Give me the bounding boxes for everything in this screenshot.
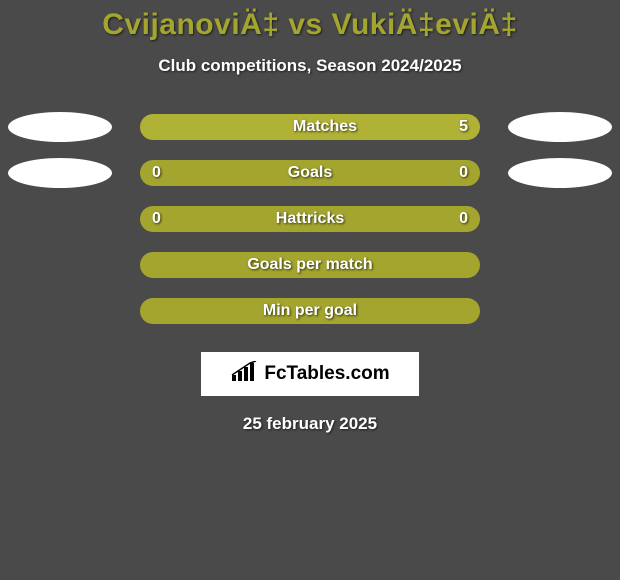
- stat-right-value: 5: [459, 118, 468, 136]
- player-ellipse-right: [508, 158, 612, 188]
- stat-row: 0 Goals 0: [0, 160, 620, 186]
- stat-right-value: 0: [459, 164, 468, 182]
- stat-bar: Matches 5: [140, 114, 480, 140]
- stat-label: Goals: [288, 164, 332, 182]
- date-text: 25 february 2025: [0, 414, 620, 434]
- stat-row: Matches 5: [0, 114, 620, 140]
- stat-left-value: 0: [152, 210, 161, 228]
- chart-bars-icon: [230, 361, 258, 388]
- brand-box: FcTables.com: [201, 352, 419, 396]
- player-ellipse-right: [508, 112, 612, 142]
- stat-row: 0 Hattricks 0: [0, 206, 620, 232]
- stat-bar: Min per goal: [140, 298, 480, 324]
- brand-text: FcTables.com: [264, 363, 389, 385]
- stat-label: Min per goal: [263, 302, 357, 320]
- stat-row: Min per goal: [0, 298, 620, 324]
- stat-label: Hattricks: [276, 210, 344, 228]
- page-subtitle: Club competitions, Season 2024/2025: [0, 56, 620, 76]
- stat-right-value: 0: [459, 210, 468, 228]
- page-title: CvijanoviÄ‡ vs VukiÄ‡eviÄ‡: [0, 0, 620, 42]
- stat-bar: Goals per match: [140, 252, 480, 278]
- player-ellipse-left: [8, 158, 112, 188]
- stat-left-value: 0: [152, 164, 161, 182]
- stat-bar: 0 Goals 0: [140, 160, 480, 186]
- stat-rows: Matches 5 0 Goals 0 0 Hattricks 0 Goals per matc…: [0, 114, 620, 324]
- player-ellipse-left: [8, 112, 112, 142]
- stat-bar: 0 Hattricks 0: [140, 206, 480, 232]
- stat-label: Goals per match: [247, 256, 372, 274]
- stat-label: Matches: [293, 118, 357, 136]
- stat-row: Goals per match: [0, 252, 620, 278]
